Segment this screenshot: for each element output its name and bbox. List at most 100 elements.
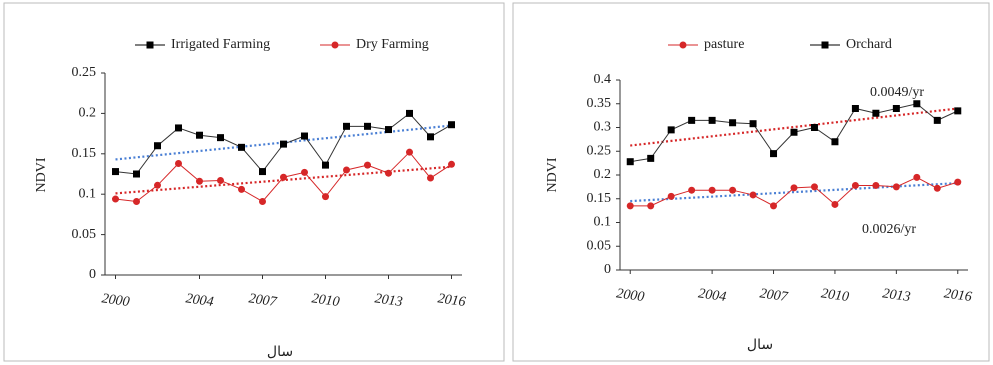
data-point: [217, 134, 224, 142]
data-point: [217, 176, 224, 184]
trend-line: [630, 107, 958, 147]
data-point: [708, 116, 716, 124]
data-point: [872, 181, 880, 189]
trend-line: [630, 181, 958, 203]
y-tick-label: 0: [89, 267, 96, 282]
legend-label: pasture: [704, 37, 744, 52]
data-point: [154, 142, 161, 150]
data-point: [729, 119, 737, 127]
data-point: [954, 107, 962, 115]
data-point: [851, 181, 859, 189]
panel-frame: [3, 2, 505, 362]
x-axis-label: سال: [747, 337, 773, 353]
data-point: [385, 169, 392, 177]
data-point: [427, 133, 434, 141]
data-point: [280, 140, 287, 148]
legend-marker: [679, 41, 687, 49]
y-axis-label: NDVI: [34, 157, 49, 192]
y-tick-label: 0.4: [594, 72, 612, 87]
data-point: [238, 143, 245, 151]
data-point: [259, 168, 266, 176]
data-point: [280, 173, 287, 181]
data-point: [790, 128, 798, 136]
y-tick-label: 0.05: [587, 238, 612, 253]
data-point: [133, 170, 140, 178]
data-point: [626, 202, 634, 210]
data-point: [301, 132, 308, 140]
data-point: [364, 161, 371, 169]
y-tick-label: 0: [604, 262, 611, 277]
panel-frame: [512, 2, 990, 362]
data-point: [154, 181, 161, 189]
data-point: [259, 197, 266, 205]
data-point: [364, 122, 371, 130]
data-point: [749, 191, 757, 199]
data-point: [385, 126, 392, 134]
data-point: [770, 202, 778, 210]
legend-marker: [821, 41, 829, 49]
x-tick-label: 2007: [248, 291, 279, 310]
y-tick-label: 0.3: [594, 120, 612, 135]
data-point: [196, 177, 203, 185]
data-point: [238, 185, 245, 193]
data-point: [810, 124, 818, 131]
y-tick-label: 0.15: [587, 191, 612, 206]
legend-label: Irrigated Farming: [171, 37, 270, 52]
data-point: [688, 186, 696, 194]
data-point: [933, 116, 941, 124]
data-point: [112, 195, 119, 203]
x-tick-label: 2016: [437, 291, 467, 310]
data-point: [448, 160, 455, 168]
y-tick-label: 0.1: [79, 186, 97, 201]
legend-marker: [331, 41, 339, 49]
data-point: [831, 138, 839, 146]
data-point: [322, 161, 329, 169]
data-point: [175, 124, 182, 132]
annotation: 0.0049/yr: [870, 85, 924, 100]
x-tick-label: 2000: [615, 286, 645, 305]
y-tick-label: 0.15: [72, 146, 97, 161]
x-tick-label: 2010: [311, 291, 341, 310]
y-tick-label: 0.1: [594, 215, 612, 230]
data-point: [872, 109, 880, 117]
x-tick-label: 2004: [185, 291, 215, 310]
data-point: [667, 192, 675, 200]
data-point: [343, 166, 350, 174]
legend-label: Dry Farming: [356, 37, 429, 52]
y-tick-label: 0.2: [594, 167, 612, 182]
legend-label: Orchard: [846, 37, 892, 52]
data-point: [688, 116, 696, 124]
data-point: [301, 168, 308, 176]
data-point: [133, 197, 140, 205]
data-point: [448, 121, 455, 129]
data-point: [626, 158, 634, 166]
y-tick-label: 0.25: [72, 65, 97, 80]
data-point: [406, 109, 413, 117]
x-tick-label: 2000: [101, 291, 131, 310]
x-tick-label: 2013: [881, 286, 911, 305]
x-tick-label: 2013: [374, 291, 404, 310]
x-tick-label: 2007: [759, 286, 790, 305]
data-point: [749, 120, 757, 128]
data-point: [406, 148, 413, 156]
x-tick-label: 2010: [820, 286, 850, 305]
data-point: [343, 122, 350, 130]
trend-line: [115, 165, 452, 195]
data-point: [647, 202, 655, 210]
y-tick-label: 0.2: [79, 106, 97, 121]
x-tick-label: 2016: [943, 286, 973, 305]
data-point: [790, 184, 798, 192]
data-point: [112, 168, 119, 176]
y-tick-label: 0.35: [587, 96, 612, 111]
data-point: [196, 131, 203, 139]
y-axis-label: NDVI: [545, 157, 560, 192]
data-point: [892, 183, 900, 191]
data-point: [913, 100, 921, 108]
data-point: [708, 186, 716, 194]
data-point: [954, 178, 962, 186]
data-point: [175, 159, 182, 167]
x-axis-label: سال: [267, 344, 293, 360]
y-tick-label: 0.05: [72, 227, 97, 242]
data-point: [647, 154, 655, 162]
